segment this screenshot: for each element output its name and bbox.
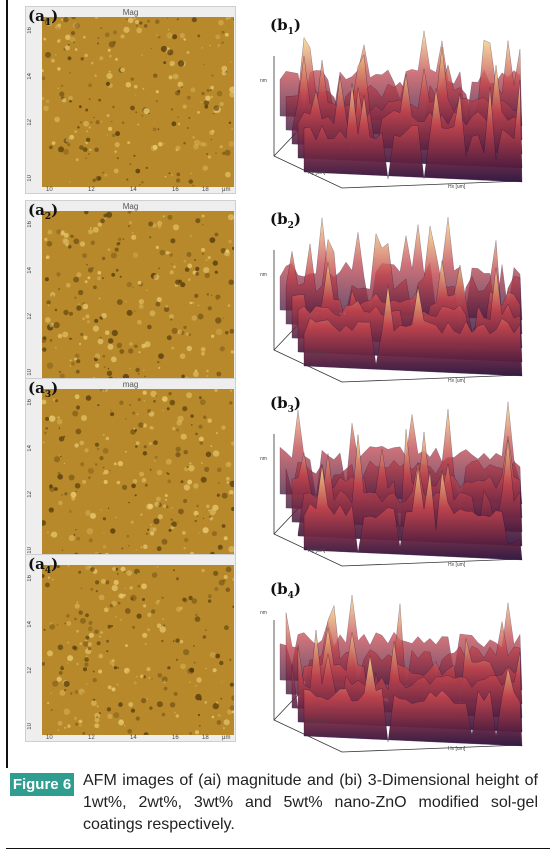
- afm-title: mag: [122, 380, 139, 389]
- x-axis-label: Hx [um]: [448, 378, 466, 384]
- x-tick: 16: [172, 187, 179, 193]
- x-tick: 18: [202, 187, 209, 193]
- panel-label: (a2): [28, 201, 59, 222]
- y-tick: 10: [27, 175, 33, 182]
- x-axis-label: Hx [um]: [448, 184, 466, 190]
- y-tick: 14: [27, 621, 33, 628]
- x-axis-label: Hx [um]: [448, 562, 466, 568]
- y-tick: 16: [27, 575, 33, 582]
- x-tick: 12: [88, 735, 95, 741]
- surface-panel-b1: (b1) nm Hy [um] Hx [um]: [252, 6, 548, 196]
- x-tick: μm: [222, 187, 231, 193]
- y-tick: 10: [27, 369, 33, 376]
- figure-label-badge: Figure 6: [10, 773, 74, 796]
- y-axis-label: Hy [um]: [308, 350, 326, 356]
- y-tick: 10: [27, 723, 33, 730]
- y-tick: 12: [27, 491, 33, 498]
- afm-image: [42, 211, 234, 381]
- y-tick: 12: [27, 667, 33, 674]
- afm-image: [42, 389, 234, 559]
- panel-label: (a4): [28, 555, 59, 576]
- x-tick: 10: [46, 187, 53, 193]
- y-axis-label: Hy [um]: [308, 718, 326, 724]
- y-axis-label: Hy [um]: [308, 170, 326, 176]
- x-tick: 16: [172, 735, 179, 741]
- panel-label: (a3): [28, 379, 59, 400]
- surface-panel-b4: (b4) nm Hy [um] Hx [um]: [252, 570, 548, 760]
- x-tick: 14: [130, 735, 137, 741]
- surface-plot: [273, 217, 523, 383]
- afm-panel-a3: mag (a3) 16 14 12 10 10 12 14 16 18 μm: [25, 378, 236, 566]
- x-tick: 12: [88, 187, 95, 193]
- y-tick: 12: [27, 119, 33, 126]
- y-tick: 14: [27, 267, 33, 274]
- surface-panel-b2: (b2) nm Hy [um] Hx [um]: [252, 200, 548, 390]
- z-axis-tick: nm: [260, 456, 267, 462]
- surface-panel-b3: (b3) nm Hy [um] Hx [um]: [252, 384, 548, 574]
- x-tick: 18: [202, 735, 209, 741]
- afm-panel-a1: Mag (a1) 16 14 12 10 10 12 14 16 18 μm: [25, 6, 236, 194]
- surface-plot: [273, 30, 523, 189]
- x-tick: 14: [130, 187, 137, 193]
- figure-bottom-rule: [6, 848, 550, 849]
- y-tick: 12: [27, 313, 33, 320]
- x-tick: 10: [46, 735, 53, 741]
- x-axis-label: Hx [um]: [448, 746, 466, 752]
- y-tick: 10: [27, 547, 33, 554]
- afm-image: [42, 565, 234, 735]
- z-axis-tick: nm: [260, 610, 267, 616]
- surface-plot: [273, 594, 523, 753]
- z-axis-tick: nm: [260, 78, 267, 84]
- z-axis-tick: nm: [260, 272, 267, 278]
- y-tick: 14: [27, 445, 33, 452]
- panel-label: (b4): [270, 580, 301, 601]
- surface-plot: [273, 401, 523, 567]
- y-tick: 16: [27, 221, 33, 228]
- panel-label: (b2): [270, 210, 301, 231]
- panel-label: (a1): [28, 7, 59, 28]
- y-tick: 16: [27, 27, 33, 34]
- figure-left-rule: [6, 0, 8, 768]
- y-axis-label: Hy [um]: [308, 548, 326, 554]
- y-tick: 16: [27, 399, 33, 406]
- panel-label: (b3): [270, 394, 301, 415]
- afm-panel-a4: (a4) 16 14 12 10 10 12 14 16 18 μm: [25, 554, 236, 742]
- figure-caption: AFM images of (ai) magnitude and (bi) 3-…: [83, 772, 538, 833]
- afm-title: Mag: [122, 8, 139, 17]
- afm-image: [42, 17, 234, 187]
- x-tick: μm: [222, 735, 231, 741]
- afm-title: Mag: [122, 202, 139, 211]
- panel-label: (b1): [270, 16, 301, 37]
- y-tick: 14: [27, 73, 33, 80]
- afm-panel-a2: Mag (a2) 16 14 12 10 10 12 14 16 17 μm: [25, 200, 236, 388]
